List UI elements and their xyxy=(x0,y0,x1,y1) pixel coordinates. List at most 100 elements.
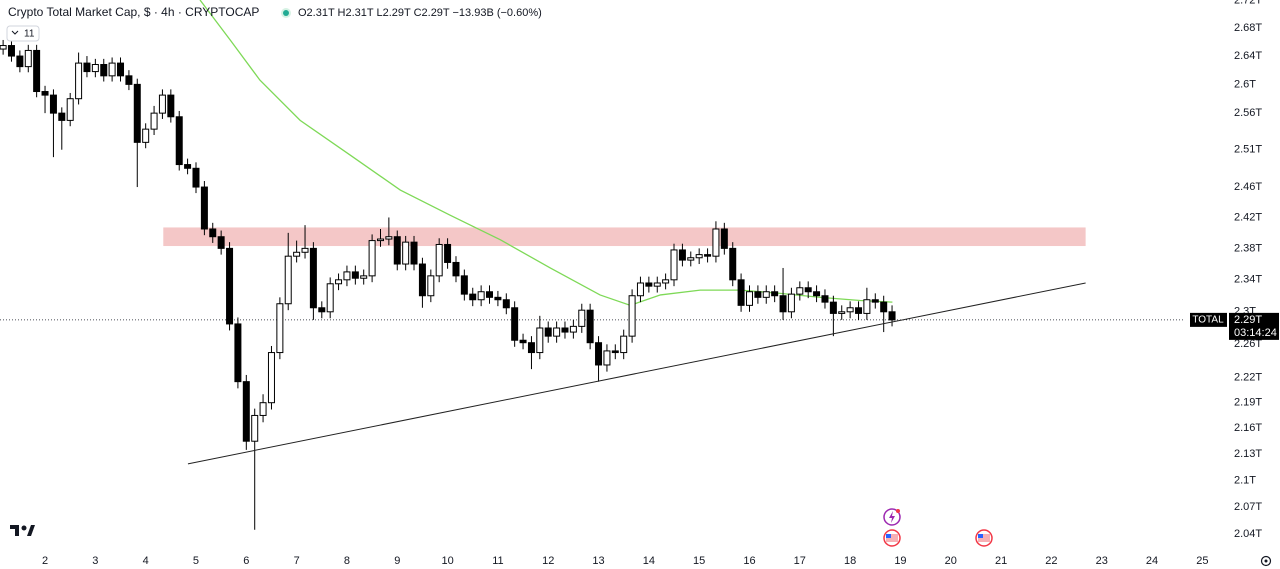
candle-body xyxy=(485,291,493,298)
candle-body xyxy=(326,283,334,313)
candle-body xyxy=(41,91,49,96)
candle-body xyxy=(133,83,141,143)
candle-body xyxy=(259,402,267,416)
x-tick-label: 11 xyxy=(492,555,503,567)
x-tick-label: 12 xyxy=(542,555,554,567)
candle-body xyxy=(108,62,116,77)
x-tick-label: 17 xyxy=(794,555,806,567)
candle-body xyxy=(536,327,544,354)
x-tick-label: 25 xyxy=(1196,555,1208,567)
x-tick-label: 14 xyxy=(643,555,655,567)
candle-body xyxy=(611,350,619,354)
candle-body xyxy=(368,240,376,277)
candle-body xyxy=(653,282,661,287)
x-tick-label: 10 xyxy=(441,555,453,567)
candle-body xyxy=(200,186,208,230)
candle-body xyxy=(771,291,779,297)
ohlc-readout: O2.31T H2.31T L2.29T C2.29T −13.93B (−0.… xyxy=(298,7,542,19)
candle-body xyxy=(91,64,99,73)
candle-body xyxy=(393,236,401,265)
candle-body xyxy=(779,295,787,313)
x-tick-label: 20 xyxy=(945,555,957,567)
y-tick-label: 2.42T xyxy=(1234,211,1262,223)
candle-body xyxy=(829,301,837,314)
candle-body xyxy=(662,279,670,284)
candle-body xyxy=(477,291,485,301)
trend-line xyxy=(187,282,1086,465)
y-tick-label: 2.19T xyxy=(1234,397,1262,409)
candle-body xyxy=(276,303,284,354)
candle-body xyxy=(284,255,292,305)
zone-layer xyxy=(163,227,1086,247)
candle-body xyxy=(184,164,192,169)
y-tick-label: 2.51T xyxy=(1234,144,1262,156)
candle-body xyxy=(670,249,678,281)
candle-body xyxy=(427,275,435,297)
chart-title: Crypto Total Market Cap, $ · 4h · CRYPTO… xyxy=(8,5,259,19)
symbol-label: TOTAL xyxy=(1192,315,1224,326)
candle-body xyxy=(511,307,519,341)
candle-body xyxy=(301,247,309,253)
y-tick-label: 2.13T xyxy=(1234,448,1262,460)
candle-body xyxy=(502,299,510,309)
candle-body xyxy=(636,282,644,297)
candle-body xyxy=(343,271,351,281)
candle-body xyxy=(33,49,41,93)
y-tick-label: 2.07T xyxy=(1234,501,1262,513)
candle-body xyxy=(687,257,695,261)
y-tick-label: 2.16T xyxy=(1234,422,1262,434)
settings-icon[interactable] xyxy=(1260,555,1272,567)
candle-body xyxy=(309,247,317,309)
x-tick-label: 13 xyxy=(592,555,604,567)
candle-body xyxy=(335,279,343,285)
candle-body xyxy=(58,112,66,121)
x-tick-label: 23 xyxy=(1096,555,1108,567)
candle-body xyxy=(846,307,854,313)
candle-body xyxy=(737,279,745,306)
candle-body xyxy=(620,335,628,354)
candle-body xyxy=(209,228,217,238)
candle-body xyxy=(720,228,728,249)
y-tick-label: 2.56T xyxy=(1234,107,1262,119)
x-tick-label: 21 xyxy=(995,555,1007,567)
candle-body xyxy=(527,342,535,354)
moving-average xyxy=(199,0,893,307)
candle-body xyxy=(452,261,460,277)
candle-body xyxy=(762,291,770,298)
candle-body xyxy=(418,263,426,297)
indicator-toggle[interactable] xyxy=(6,25,40,42)
candle-body xyxy=(385,236,393,240)
candle-body xyxy=(469,293,477,301)
candle-body xyxy=(377,238,385,242)
candle-body xyxy=(695,254,703,259)
candle-body xyxy=(402,241,410,265)
candle-body xyxy=(410,241,418,265)
y-tick-label: 2.38T xyxy=(1234,242,1262,254)
candle-body xyxy=(796,287,804,295)
candle-body xyxy=(24,49,32,68)
candle-body xyxy=(150,112,158,130)
candle-body xyxy=(754,291,762,298)
x-tick-label: 5 xyxy=(193,555,199,567)
y-tick-label: 2.68T xyxy=(1234,22,1262,34)
y-tick-label: 2.72T xyxy=(1234,0,1262,7)
candle-body xyxy=(628,295,636,337)
candle-body xyxy=(158,94,166,114)
candle-body xyxy=(888,311,896,321)
candle-body xyxy=(83,62,91,73)
candle-body xyxy=(217,236,225,249)
x-tick-label: 2 xyxy=(42,555,48,567)
candle-body xyxy=(704,254,712,257)
candle-body xyxy=(125,75,133,85)
candle-body xyxy=(595,342,603,366)
tradingview-logo xyxy=(10,525,35,536)
candle-body xyxy=(435,243,443,277)
event-icons[interactable] xyxy=(883,508,993,547)
candle-body xyxy=(678,249,686,261)
candle-body xyxy=(821,295,829,303)
candle-body xyxy=(544,327,552,337)
